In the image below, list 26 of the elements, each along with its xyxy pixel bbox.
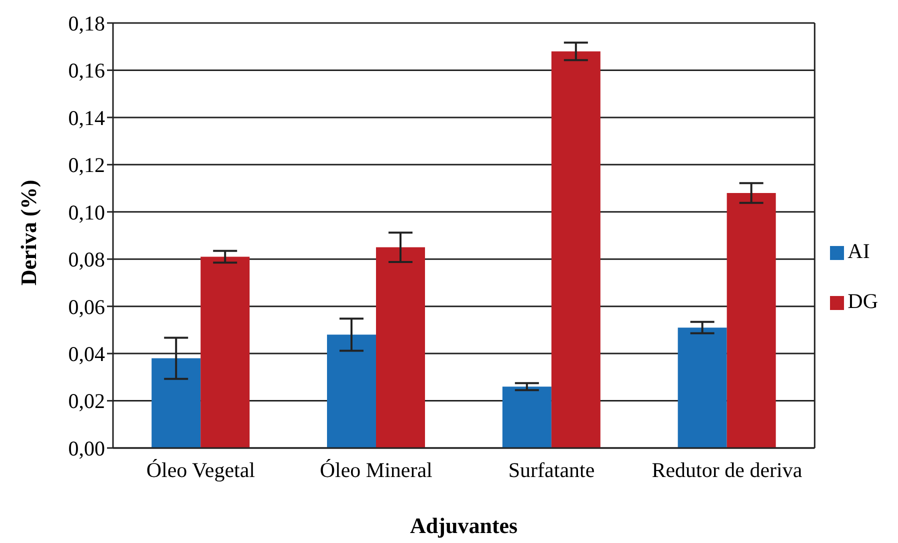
bar: [551, 51, 600, 448]
y-tick-label: 0,12: [68, 153, 105, 178]
y-tick-label: 0,16: [68, 58, 105, 83]
y-tick-label: 0,08: [68, 248, 105, 272]
y-tick-label: 0,00: [68, 436, 105, 460]
y-tick-label: 0,10: [68, 200, 105, 224]
x-tick-label: Óleo Vegetal: [146, 458, 256, 482]
y-tick-label: 0,14: [68, 106, 106, 130]
bar: [376, 247, 426, 448]
bar: [502, 386, 552, 448]
x-tick-label: Surfatante: [508, 458, 595, 482]
y-tick-label: 0,04: [68, 342, 106, 366]
bar: [678, 328, 727, 448]
x-axis-title: Adjuvantes: [410, 513, 518, 538]
x-tick-label: Redutor de deriva: [652, 458, 803, 482]
y-tick-label: 0,02: [68, 389, 105, 414]
y-tick-label: 0,06: [68, 294, 105, 319]
bar: [726, 193, 776, 448]
legend-label: AI: [848, 238, 870, 262]
legend-label: DG: [848, 288, 878, 312]
bar: [327, 334, 376, 448]
bar: [200, 256, 250, 448]
y-axis-title: Deriva (%): [16, 180, 41, 286]
x-tick-label: Óleo Mineral: [320, 458, 433, 482]
bar: [152, 358, 201, 448]
y-tick-label: 0,18: [68, 11, 105, 36]
